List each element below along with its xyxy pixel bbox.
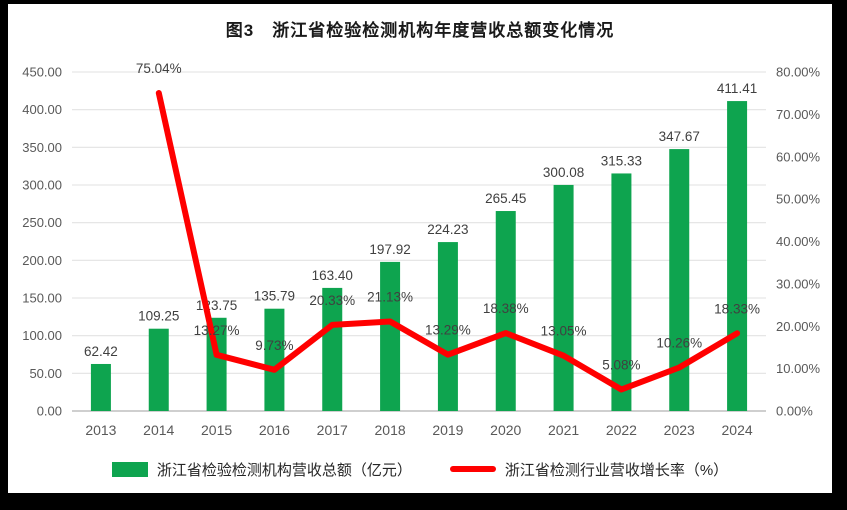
revenue-bar-value-label: 163.40	[312, 268, 353, 283]
revenue-bar-2014	[148, 328, 169, 411]
revenue-bar-value-label: 224.23	[427, 222, 468, 237]
revenue-bar-value-label: 265.45	[485, 191, 526, 206]
revenue-bar-2017	[322, 287, 343, 411]
x-axis-tick-label: 2018	[375, 422, 406, 438]
x-axis-tick-label: 2019	[432, 422, 463, 438]
growth-rate-value-label: 13.29%	[425, 323, 471, 338]
left-axis-tick-label: 100.00	[22, 328, 62, 343]
left-axis-tick-label: 150.00	[22, 291, 62, 306]
x-axis-tick-label: 2020	[490, 422, 521, 438]
growth-rate-value-label: 5.08%	[602, 357, 640, 372]
left-axis-tick-label: 0.00	[37, 404, 62, 419]
left-axis-tick-label: 250.00	[22, 215, 62, 230]
revenue-bar-2013	[90, 363, 111, 411]
x-axis-tick-label: 2016	[259, 422, 290, 438]
x-axis-tick-label: 2022	[606, 422, 637, 438]
left-axis-tick-label: 300.00	[22, 178, 62, 193]
chart-panel: 图3 浙江省检验检测机构年度营收总额变化情况 0.00 50.00 100.00 150…	[8, 4, 832, 493]
chart-title-prefix: 图3	[225, 21, 255, 40]
left-axis-tick-label: 50.00	[29, 366, 62, 381]
revenue-bar-2023	[669, 149, 690, 411]
legend-item-growth: 浙江省检测行业营收增长率（%）	[449, 459, 729, 480]
chart-plot-area: 0.00 50.00 100.00 150.00 200.00 250.00 300.00 3…	[22, 61, 821, 438]
right-axis-tick-label: 40.00%	[776, 234, 821, 249]
legend-bar-swatch	[111, 461, 148, 477]
right-axis-tick-label: 70.00%	[776, 107, 821, 122]
legend: 浙江省检验检测机构营收总额（亿元） 浙江省检测行业营收增长率（%）	[8, 452, 832, 486]
right-axis-tick-label: 60.00%	[776, 149, 821, 164]
x-axis-tick-label: 2014	[143, 422, 174, 438]
legend-item-revenue: 浙江省检验检测机构营收总额（亿元）	[111, 459, 412, 480]
revenue-bar-value-label: 347.67	[659, 129, 700, 144]
x-axis-tick-label: 2023	[664, 422, 695, 438]
revenue-bar-2016	[264, 308, 285, 411]
right-axis-tick-label: 10.00%	[776, 361, 821, 376]
revenue-bar-2024	[727, 101, 748, 411]
chart-title-text: 浙江省检验检测机构年度营收总额变化情况	[272, 21, 615, 40]
revenue-bar-value-label: 411.41	[717, 81, 757, 96]
right-axis-tick-label: 50.00%	[776, 192, 821, 207]
left-axis-tick-label: 400.00	[22, 102, 62, 117]
revenue-bar-value-label: 315.33	[601, 153, 642, 168]
x-axis-tick-label: 2015	[201, 422, 232, 438]
chart-title: 图3 浙江省检验检测机构年度营收总额变化情况	[8, 16, 832, 41]
x-axis-tick-label: 2013	[85, 422, 116, 438]
growth-rate-line	[155, 90, 741, 393]
revenue-bar-value-label: 135.79	[254, 289, 295, 304]
right-axis-tick-label: 0.00%	[776, 404, 813, 419]
revenue-bar-2020	[495, 211, 516, 411]
growth-rate-value-label: 10.26%	[656, 336, 702, 351]
growth-rate-value-label: 20.33%	[309, 293, 355, 308]
revenue-bar-value-label: 62.42	[84, 344, 118, 359]
growth-rate-value-label: 13.05%	[541, 324, 587, 339]
x-axis-tick-label: 2017	[317, 422, 348, 438]
x-axis-tick-label: 2024	[722, 422, 753, 438]
growth-rate-value-label: 18.33%	[714, 301, 760, 316]
right-axis-tick-label: 20.00%	[776, 319, 821, 334]
growth-rate-value-label: 18.38%	[483, 301, 529, 316]
revenue-bar-2022	[611, 173, 632, 411]
right-axis-tick-label: 80.00%	[776, 65, 821, 80]
revenue-bar-value-label: 300.08	[543, 165, 584, 180]
growth-rate-value-label: 75.04%	[136, 61, 182, 76]
x-axis-tick-label: 2021	[548, 422, 579, 438]
left-axis-tick-label: 450.00	[22, 65, 62, 80]
revenue-bar-value-label: 197.92	[369, 242, 410, 257]
growth-rate-value-label: 21.13%	[367, 289, 413, 304]
revenue-bar-2019	[437, 242, 458, 411]
left-axis-tick-label: 350.00	[22, 140, 62, 155]
revenue-bar-2021	[553, 184, 574, 411]
growth-rate-value-label: 13.27%	[194, 323, 240, 338]
growth-rate-value-label: 9.73%	[255, 338, 293, 353]
revenue-bar-value-label: 109.25	[138, 309, 179, 324]
left-axis-tick-label: 200.00	[22, 253, 62, 268]
right-axis-tick-label: 30.00%	[776, 276, 821, 291]
legend-line-label: 浙江省检测行业营收增长率（%）	[504, 461, 729, 479]
revenue-bar-2018	[380, 261, 401, 411]
legend-line-swatch	[449, 466, 496, 472]
legend-bar-label: 浙江省检验检测机构营收总额（亿元）	[156, 461, 412, 479]
